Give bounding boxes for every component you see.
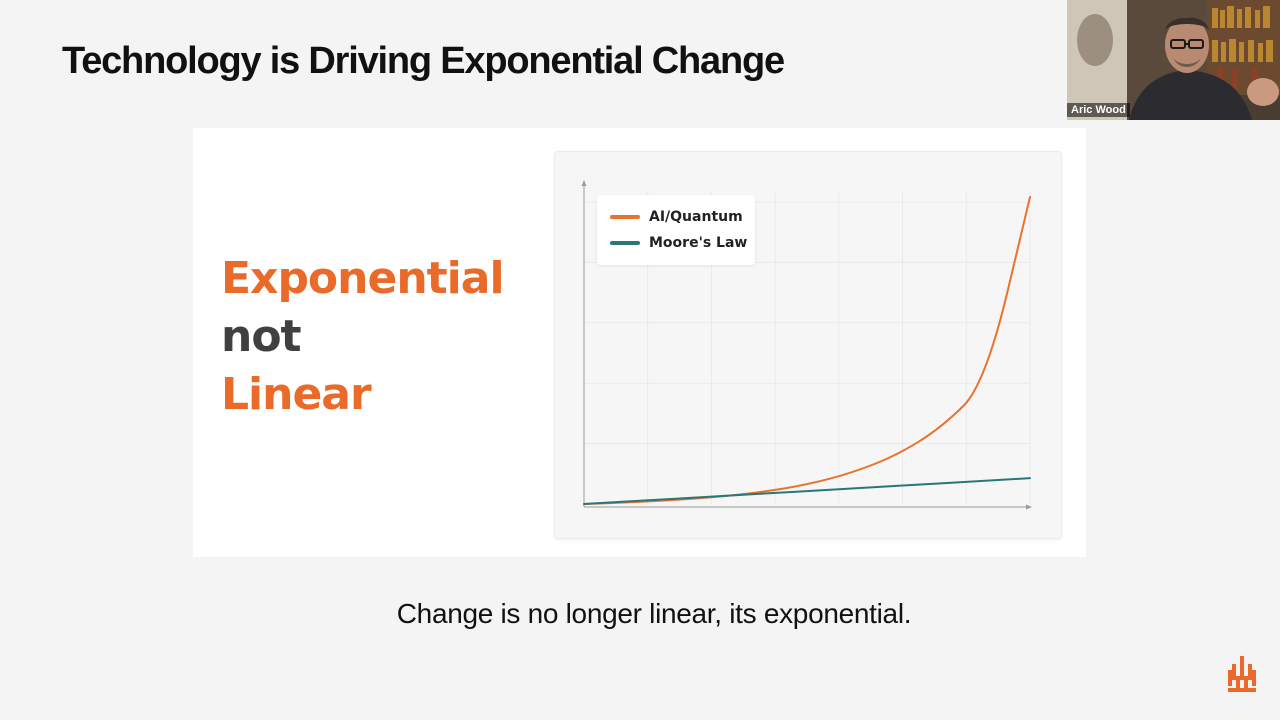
series-line-ai-quantum	[583, 196, 1031, 505]
participant-video-tile[interactable]: Aric Wood	[1067, 0, 1280, 120]
legend-item-ai-quantum: AI/Quantum	[610, 207, 743, 227]
headline: Exponential not Linear	[221, 250, 505, 424]
slide-title: Technology is Driving Exponential Change	[62, 40, 785, 82]
video-feed	[1067, 0, 1280, 120]
chart-card: AI/Quantum Moore's Law	[554, 151, 1062, 539]
headline-line-linear: Linear	[221, 369, 372, 420]
legend-item-moores-law: Moore's Law	[610, 233, 747, 253]
legend-swatch-moores-law	[610, 241, 640, 245]
legend-label-moores-law: Moore's Law	[649, 235, 748, 251]
slide-caption: Change is no longer linear, its exponent…	[396, 598, 912, 629]
headline-line-not: not	[221, 311, 302, 362]
headline-line-exponential: Exponential	[221, 253, 505, 304]
legend-label-ai-quantum: AI/Quantum	[649, 209, 743, 225]
participant-name-tag: Aric Wood	[1067, 103, 1130, 117]
chart-legend: AI/Quantum Moore's Law	[597, 195, 755, 265]
chart-axes	[581, 180, 1032, 510]
content-panel: Exponential not Linear AI/Quantum	[193, 128, 1086, 557]
brand-logo-icon	[1228, 656, 1256, 692]
series-line-moore-s-law	[583, 477, 1031, 505]
y-axis-arrow	[581, 180, 587, 186]
legend-swatch-ai-quantum	[610, 215, 640, 219]
x-axis-arrow	[1026, 504, 1032, 510]
chart-series	[583, 196, 1031, 505]
